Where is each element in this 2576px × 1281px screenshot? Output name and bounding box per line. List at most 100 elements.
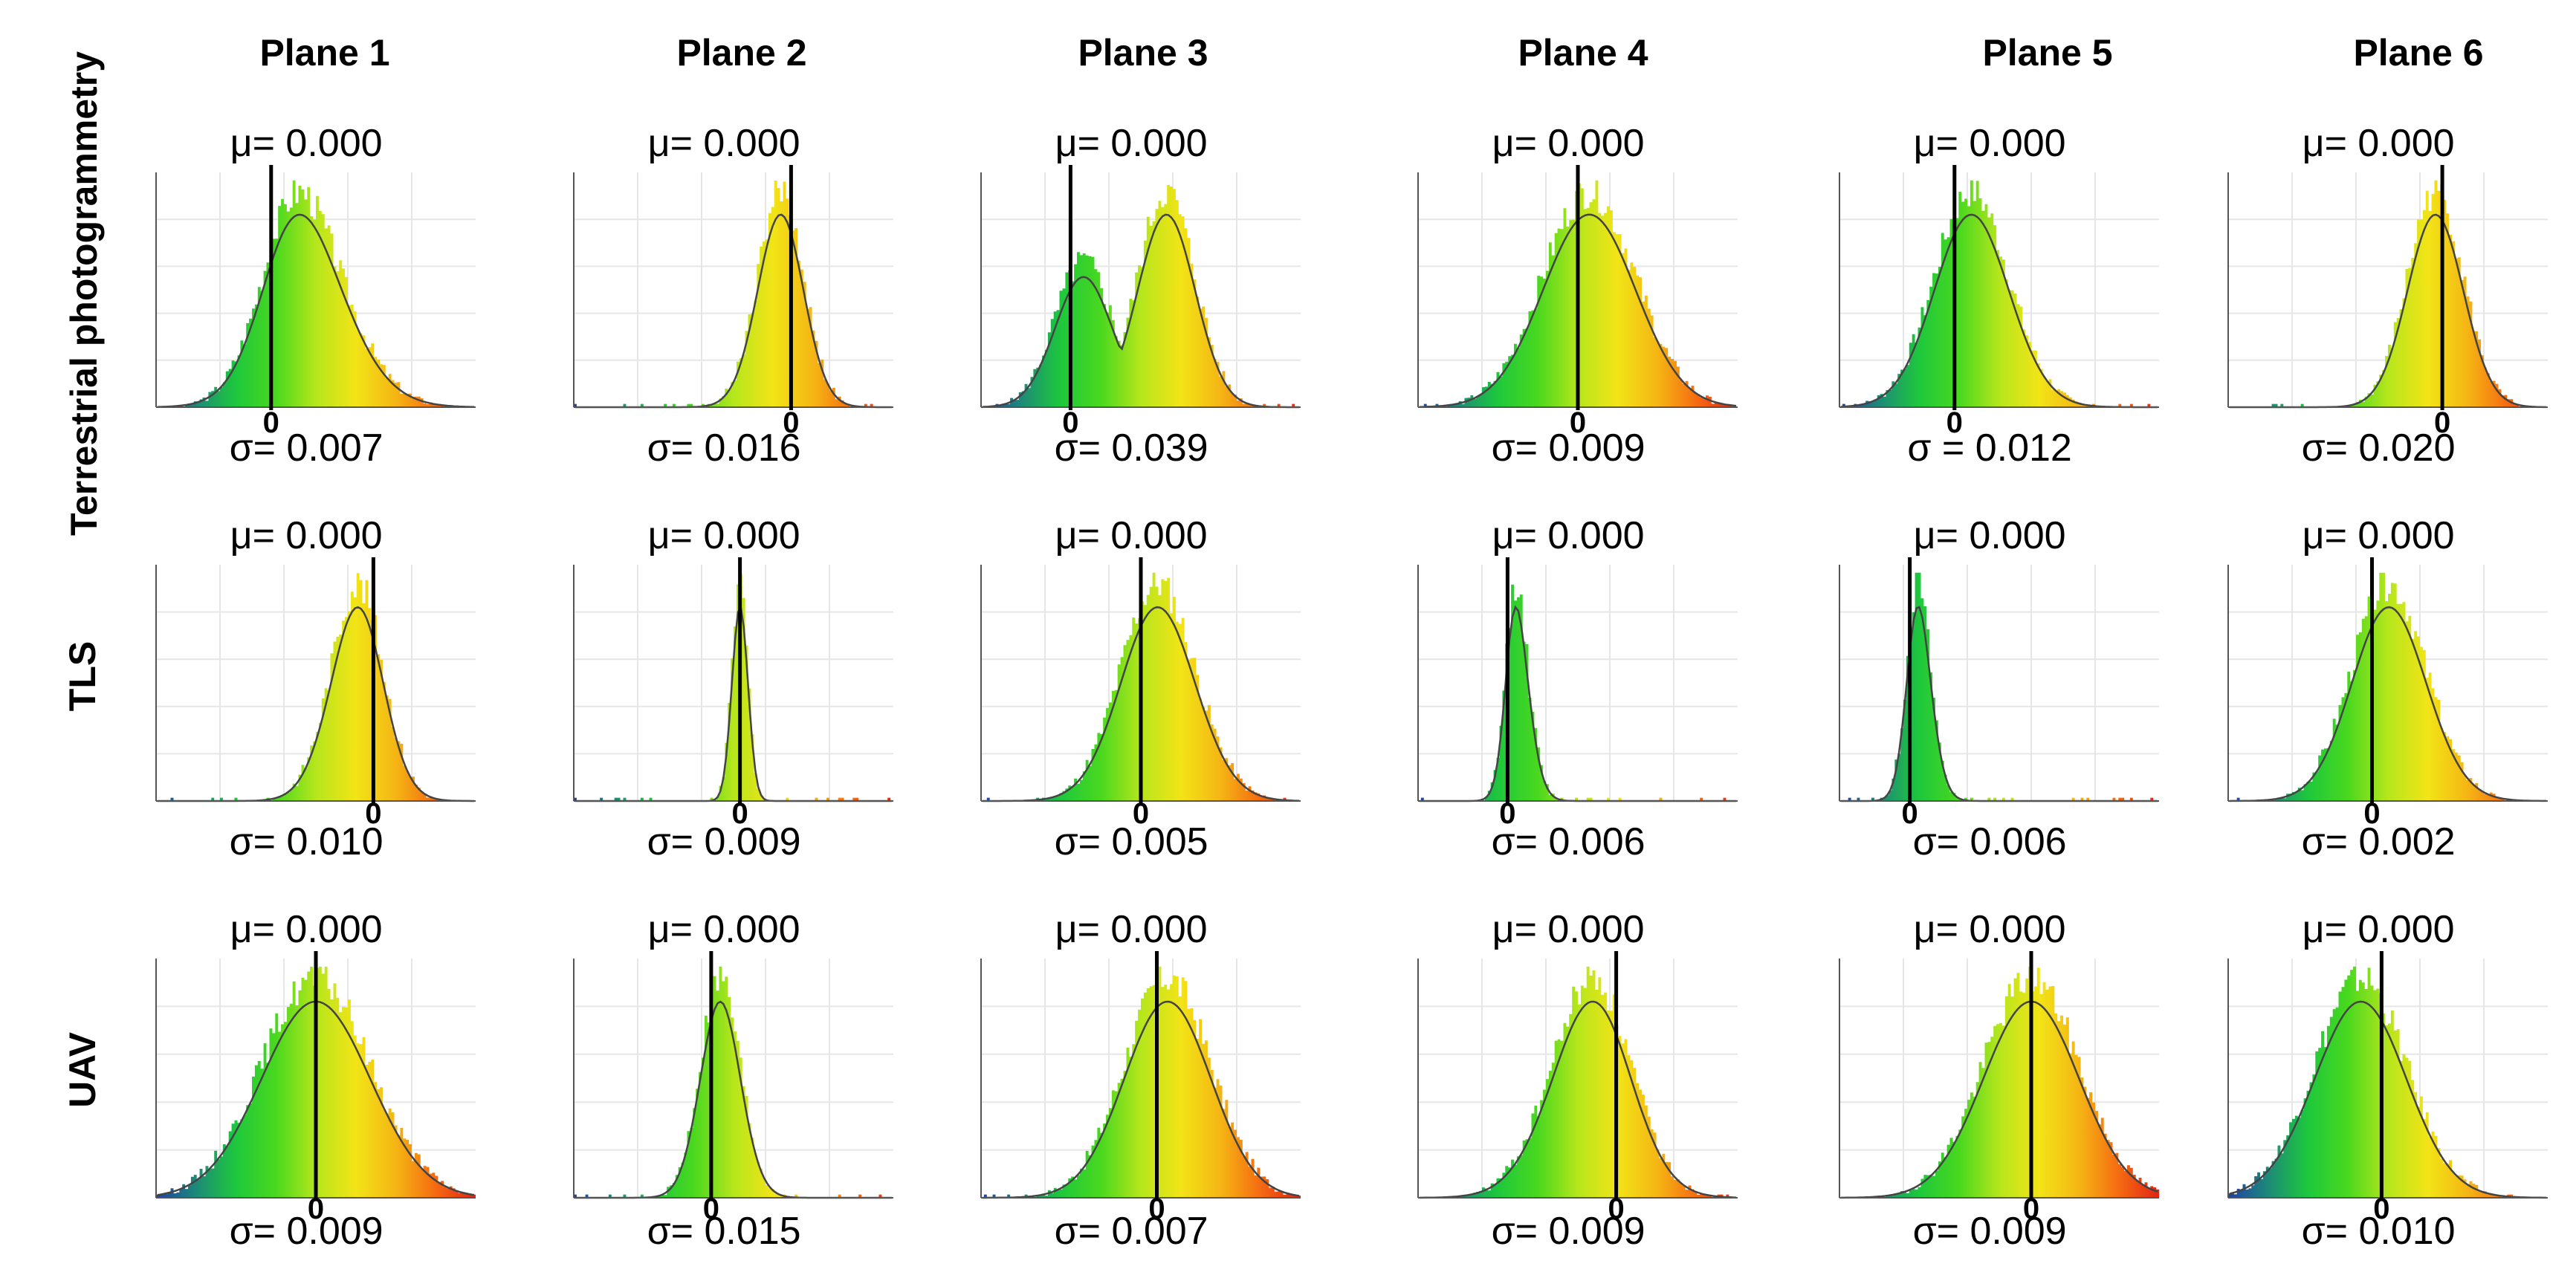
mean-label: μ= 0.000	[2302, 514, 2455, 557]
fitted-curve	[1420, 605, 1736, 802]
histogram-panel: 0 μ= 0.000 σ= 0.039	[980, 122, 1301, 470]
histogram-panel: 0 μ= 0.000 σ= 0.005	[980, 514, 1301, 863]
zero-label: 0	[1499, 797, 1515, 830]
zero-label: 0	[365, 797, 381, 830]
mean-label: μ= 0.000	[1914, 908, 2066, 951]
zero-label: 0	[1133, 797, 1149, 830]
zero-label: 0	[1608, 1193, 1624, 1225]
zero-label: 0	[308, 1193, 324, 1225]
mean-label: μ= 0.000	[2302, 122, 2455, 165]
histogram-bars	[574, 574, 893, 801]
row-labels: Terrestrial photogrammetry TLS UAV	[62, 51, 105, 1108]
fitted-curve	[2229, 1000, 2546, 1199]
histogram-panel: 0 μ= 0.000 σ= 0.009	[1839, 908, 2159, 1253]
mean-label: μ= 0.000	[2302, 908, 2455, 951]
histogram-panel: 0 μ= 0.000 σ= 0.006	[1417, 514, 1738, 863]
zero-label: 0	[263, 406, 279, 439]
zero-label: 0	[783, 406, 799, 439]
histogram-bars	[1839, 180, 2159, 407]
sigma-label: σ= 0.009	[1913, 1210, 2067, 1253]
histogram-panel: 0 μ= 0.000 σ= 0.006	[1839, 514, 2159, 863]
zero-label: 0	[731, 797, 748, 830]
mean-label: μ= 0.000	[1492, 514, 1645, 557]
histogram-bars	[2228, 966, 2548, 1198]
column-header-plane-4: Plane 4	[1518, 32, 1648, 74]
sigma-label: σ= 0.002	[2302, 820, 2456, 863]
histogram-bars	[574, 966, 893, 1198]
zero-label: 0	[1946, 406, 1963, 439]
sigma-label: σ= 0.009	[1492, 427, 1645, 470]
sigma-label: σ= 0.006	[1913, 820, 2067, 863]
histogram-panel: 0 μ= 0.000 σ= 0.020	[2227, 122, 2548, 470]
histogram-panel: 0 μ= 0.000 σ= 0.015	[573, 908, 893, 1253]
histogram-bars	[981, 184, 1301, 407]
row-label-uav: UAV	[62, 1031, 103, 1108]
sigma-label: σ= 0.009	[230, 1210, 384, 1253]
mean-label: μ= 0.000	[648, 122, 800, 165]
zero-label: 0	[703, 1193, 719, 1225]
sigma-label: σ= 0.039	[1055, 427, 1208, 470]
mean-label: μ= 0.000	[230, 514, 383, 557]
mean-label: μ= 0.000	[230, 122, 383, 165]
zero-label: 0	[2363, 797, 2380, 830]
column-header-plane-3: Plane 3	[1078, 32, 1208, 74]
fitted-curve	[1420, 1000, 1737, 1199]
histogram-panel: 0 μ= 0.000 σ= 0.009	[1417, 122, 1738, 470]
fitted-curve	[575, 213, 892, 409]
sigma-label: σ= 0.010	[2302, 1210, 2456, 1253]
mean-label: μ= 0.000	[1914, 122, 2066, 165]
zero-label: 0	[1901, 797, 1918, 830]
mean-label: μ= 0.000	[1055, 514, 1208, 557]
histogram-bars	[1418, 966, 1738, 1198]
fitted-curve	[158, 213, 474, 408]
histogram-bars	[1839, 572, 2159, 801]
sigma-label: σ= 0.010	[230, 820, 384, 863]
histogram-panel: 0 μ= 0.000 σ= 0.009	[1417, 908, 1738, 1253]
sigma-label: σ= 0.009	[1492, 1210, 1645, 1253]
histogram-panel: 0 μ= 0.000 σ= 0.002	[2227, 514, 2548, 863]
mean-label: μ= 0.000	[1055, 122, 1208, 165]
fitted-curve	[1841, 606, 2158, 802]
zero-label: 0	[1570, 406, 1586, 439]
histogram-panel: 0 μ= 0.000 σ= 0.009	[573, 514, 893, 863]
histogram-bars	[1418, 584, 1738, 801]
sigma-label: σ= 0.015	[647, 1210, 801, 1253]
histogram-bars	[1839, 966, 2159, 1198]
histogram-panel: 0 μ= 0.000 σ= 0.010	[2227, 908, 2548, 1253]
zero-label: 0	[2023, 1193, 2039, 1225]
sigma-label: σ = 0.012	[1907, 427, 2071, 470]
histogram-panel: 0 μ= 0.000 σ= 0.007	[155, 122, 476, 470]
histogram-panel: 0 μ= 0.000 σ= 0.010	[155, 514, 476, 863]
zero-label: 0	[1062, 406, 1078, 439]
histogram-bars	[156, 573, 476, 801]
histogram-panel: 0 μ= 0.000 σ = 0.012	[1839, 122, 2159, 470]
sigma-label: σ= 0.020	[2302, 427, 2456, 470]
zero-label: 0	[2434, 406, 2450, 439]
column-header-plane-1: Plane 1	[259, 32, 389, 74]
mean-label: μ= 0.000	[230, 908, 383, 951]
mean-label: μ= 0.000	[648, 514, 800, 557]
column-header-plane-6: Plane 6	[2353, 32, 2483, 74]
row-label-terrestrial-photogrammetry: Terrestrial photogrammetry	[63, 51, 105, 536]
mean-label: μ= 0.000	[1914, 514, 2066, 557]
sigma-label: σ= 0.005	[1055, 820, 1208, 863]
zero-label: 0	[1148, 1193, 1165, 1225]
mean-label: μ= 0.000	[648, 908, 800, 951]
histogram-bars	[156, 180, 476, 407]
mean-label: μ= 0.000	[1055, 908, 1208, 951]
fitted-curve	[2229, 606, 2546, 802]
histogram-panel: 0 μ= 0.000 σ= 0.009	[155, 908, 476, 1253]
column-header-plane-2: Plane 2	[676, 32, 806, 74]
histogram-bars	[981, 966, 1301, 1198]
fitted-curve	[983, 1000, 1300, 1199]
fitted-curve	[982, 213, 1299, 409]
sigma-label: σ= 0.007	[230, 427, 384, 470]
mean-label: μ= 0.000	[1492, 908, 1645, 951]
histogram-panel: 0 μ= 0.000 σ= 0.016	[573, 122, 893, 470]
fitted-curve	[1841, 1000, 2158, 1199]
sigma-label: σ= 0.006	[1492, 820, 1645, 863]
row-label-tls: TLS	[62, 641, 103, 711]
histogram-bars	[2228, 572, 2548, 801]
